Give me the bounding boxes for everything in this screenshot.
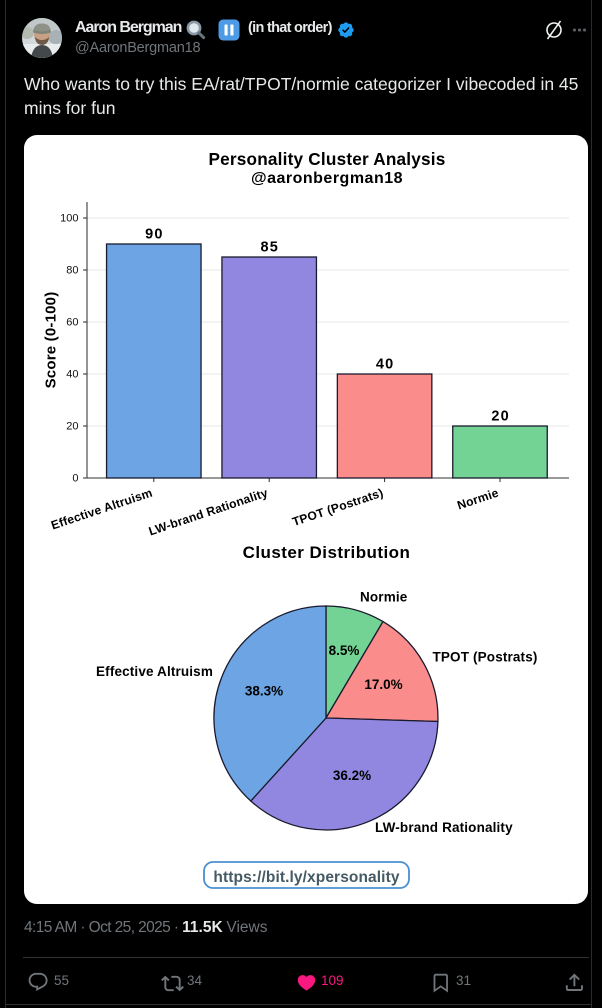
svg-text:36.2%: 36.2% [333,768,371,783]
svg-text:0: 0 [72,473,78,485]
svg-text:https://bit.ly/xpersonality: https://bit.ly/xpersonality [213,869,399,886]
svg-text:40: 40 [376,357,395,373]
svg-text:80: 80 [66,265,78,277]
svg-text:TPOT (Postrats): TPOT (Postrats) [433,650,538,665]
svg-text:60: 60 [66,317,78,329]
svg-text:Normie: Normie [360,590,408,605]
svg-text:Effective Altruism: Effective Altruism [96,664,213,679]
svg-text:Score (0-100): Score (0-100) [42,292,59,389]
svg-text:@aaronbergman18: @aaronbergman18 [251,170,403,187]
svg-text:Cluster Distribution: Cluster Distribution [243,543,411,562]
svg-text:38.3%: 38.3% [245,684,283,699]
svg-text:LW-brand Rationality: LW-brand Rationality [375,820,513,835]
svg-text:Personality Cluster Analysis: Personality Cluster Analysis [208,149,445,169]
svg-text:100: 100 [60,213,78,225]
svg-text:17.0%: 17.0% [364,677,402,692]
svg-text:20: 20 [66,421,78,433]
svg-text:8.5%: 8.5% [329,643,360,658]
svg-text:90: 90 [145,227,164,243]
svg-text:40: 40 [66,369,78,381]
svg-text:85: 85 [261,240,280,256]
svg-text:20: 20 [491,409,510,425]
